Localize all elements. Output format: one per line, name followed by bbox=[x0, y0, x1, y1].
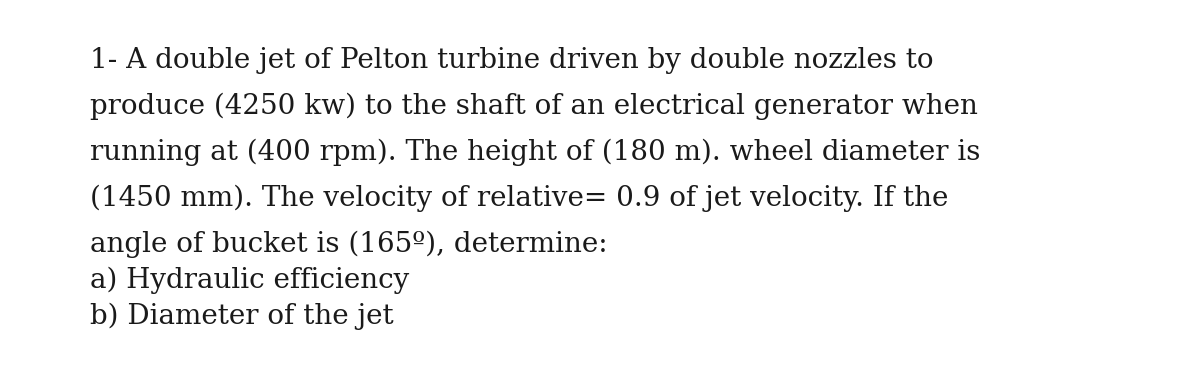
Text: produce (4250 kw) to the shaft of an electrical generator when: produce (4250 kw) to the shaft of an ele… bbox=[90, 93, 978, 120]
Text: a) Hydraulic efficiency: a) Hydraulic efficiency bbox=[90, 266, 409, 294]
Text: b) Diameter of the jet: b) Diameter of the jet bbox=[90, 303, 394, 330]
Text: angle of bucket is (165º), determine:: angle of bucket is (165º), determine: bbox=[90, 230, 607, 258]
Text: running at (400 rpm). The height of (180 m). wheel diameter is: running at (400 rpm). The height of (180… bbox=[90, 138, 980, 166]
Text: (1450 mm). The velocity of relative= 0.9 of jet velocity. If the: (1450 mm). The velocity of relative= 0.9… bbox=[90, 184, 948, 212]
Text: 1- A double jet of Pelton turbine driven by double nozzles to: 1- A double jet of Pelton turbine driven… bbox=[90, 47, 934, 74]
